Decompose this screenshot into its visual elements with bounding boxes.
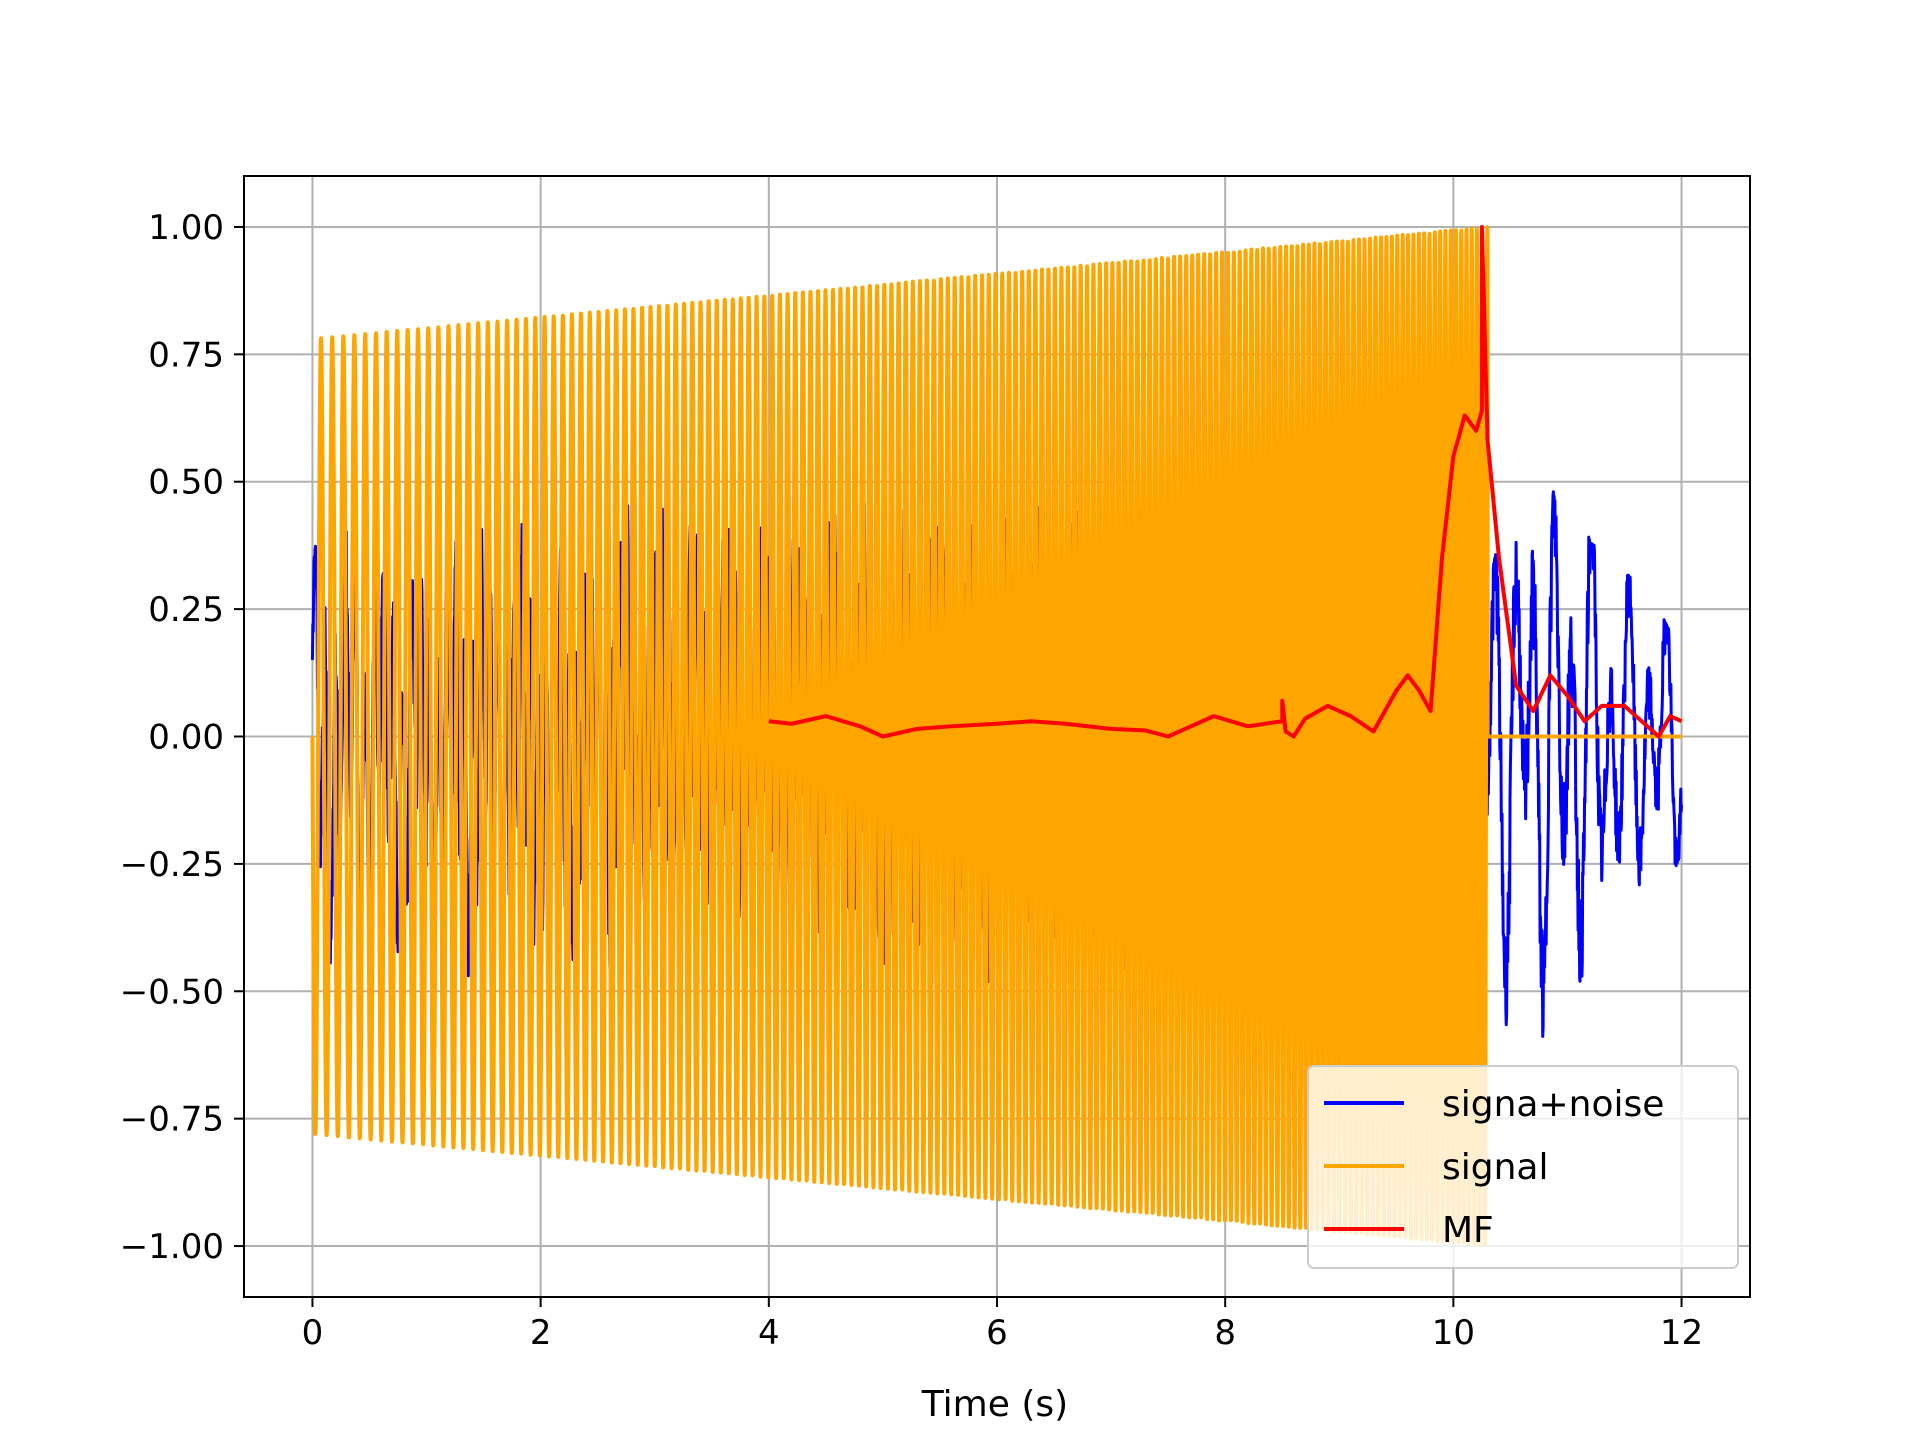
y-tick-label: 1.00 — [148, 208, 224, 248]
x-ticks: 0 2 4 6 8 10 12 — [302, 1297, 1703, 1353]
legend-entry: signal — [1442, 1147, 1549, 1188]
x-axis-label: Time (s) — [921, 1384, 1068, 1425]
x-tick-label: 0 — [302, 1313, 324, 1353]
y-tick-label: 0.25 — [148, 590, 224, 630]
x-tick-label: 12 — [1660, 1313, 1703, 1353]
legend-entry: MF — [1442, 1210, 1494, 1251]
legend: signa+noise signal MF — [1307, 1065, 1739, 1269]
y-tick-label: −1.00 — [120, 1227, 224, 1267]
y-tick-label: −0.50 — [120, 972, 224, 1012]
series-signal-line — [310, 225, 1682, 1248]
y-tick-label: −0.25 — [120, 845, 224, 885]
x-tick-label: 8 — [1214, 1313, 1236, 1353]
x-tick-label: 2 — [530, 1313, 552, 1353]
y-tick-label: 0.75 — [148, 335, 224, 375]
series-layer — [310, 224, 1684, 1248]
legend-entry: signa+noise — [1442, 1084, 1664, 1125]
y-tick-label: −0.75 — [120, 1100, 224, 1140]
y-tick-label: 0.00 — [148, 718, 224, 758]
x-tick-label: 4 — [758, 1313, 780, 1353]
legend-box — [1307, 1065, 1739, 1269]
y-tick-label: 0.50 — [148, 463, 224, 503]
x-tick-label: 10 — [1432, 1313, 1475, 1353]
series-mf-line — [768, 224, 1683, 739]
y-ticks: 1.00 0.75 0.50 0.25 0.00 −0.25 −0.50 −0.75 −1.00 — [120, 208, 244, 1267]
x-tick-label: 6 — [986, 1313, 1008, 1353]
